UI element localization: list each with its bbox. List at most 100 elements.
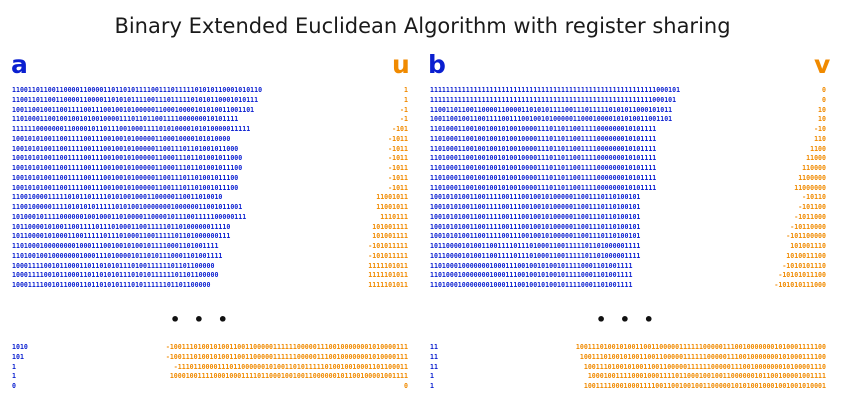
a-value-row: 1011000010100110011110111010001100111110… bbox=[12, 222, 231, 231]
a-value-row: 1011000010100011001111101110100011001111… bbox=[12, 232, 231, 241]
u-value-row: 1 bbox=[404, 95, 408, 104]
u-value-row: -1011 bbox=[388, 164, 408, 172]
u-register-column: 1 1 -1 -1 -101 -1011 -1011 -1011 -1011 -1011 -1011… bbox=[368, 86, 408, 291]
v-value-row: -10 bbox=[814, 125, 826, 133]
b-value-row: 1001010100110011110011100100101000001100… bbox=[430, 222, 641, 231]
a-value-row: 1001010100110011110011100100101000001100… bbox=[12, 134, 231, 143]
b-value-row: 1001010100110011110011100100101000001100… bbox=[430, 193, 641, 202]
a-register-final-column: 1010 101 1 1 0 bbox=[12, 343, 28, 392]
b-value-row: 1011000010100110011110111010001100111110… bbox=[430, 242, 641, 250]
b-value-row: 11 bbox=[430, 343, 438, 351]
b-value-row: 1101000100000001000111001001010010111100… bbox=[430, 281, 633, 289]
b-value-row: 1111111111111111111111111111111111111111… bbox=[430, 95, 677, 104]
v-register-final-column: 1001110100101001100110000011111100000111… bbox=[576, 343, 826, 392]
u-value-row: -1011 bbox=[388, 144, 408, 153]
v-value-row: 1001111000100011110011001001001100000101… bbox=[583, 382, 826, 390]
a-value-row: 1001010100110011110011100100101000001100… bbox=[12, 164, 243, 172]
v-value-row: 0 bbox=[822, 95, 826, 104]
a-value-row: 1 bbox=[12, 362, 16, 371]
a-value-row: 1000111100101100011011010101110100111111… bbox=[12, 261, 215, 270]
ellipsis-right: • • • bbox=[596, 310, 658, 329]
v-value-row: -10101011100 bbox=[778, 271, 826, 280]
b-value-row: 1011000010100110011110111010001100111110… bbox=[430, 251, 641, 260]
a-value-row: 1100100000111101010101111101010010000000… bbox=[12, 203, 243, 211]
a-value-row: 101 bbox=[12, 352, 24, 361]
v-value-row: 10 bbox=[818, 115, 826, 124]
u-value-row: 11001011 bbox=[376, 203, 408, 211]
a-value-row: 1001100100110011110011100100101000001100… bbox=[12, 105, 255, 114]
u-value-row: 0 bbox=[404, 382, 408, 390]
v-value-row: 1100 bbox=[810, 144, 826, 153]
a-value-row: 1100110110011000011000011010101111001110… bbox=[12, 95, 259, 104]
a-value-row: 1111110000000110000101101110010001111010… bbox=[12, 125, 251, 133]
a-value-row: 1101001001000000010001110100001011010111… bbox=[12, 251, 223, 260]
v-value-row: 0 bbox=[822, 86, 826, 94]
b-value-row: 1001010100110011110011100100101000001100… bbox=[430, 232, 641, 241]
b-value-row: 1101000110010010010100100001110110110011… bbox=[430, 183, 657, 192]
v-value-row: -1011000 bbox=[794, 212, 826, 221]
v-value-row: 10 bbox=[818, 105, 826, 114]
a-value-row: 1 bbox=[12, 372, 16, 381]
a-value-row: 1010001011110000001001000110100001100001… bbox=[12, 212, 247, 221]
u-value-row: -1011 bbox=[388, 183, 408, 192]
a-value-row: 1001010100110011110011100100101000001100… bbox=[12, 183, 239, 192]
v-value-row: 11000 bbox=[806, 154, 826, 163]
v-value-row: 1010011100 bbox=[786, 251, 826, 260]
u-value-row: 1111101011 bbox=[368, 281, 408, 289]
v-value-row: 1000100111100010001111011000100100110000… bbox=[587, 372, 826, 381]
v-value-row: -10110 bbox=[802, 193, 826, 202]
diagram-title: Binary Extended Euclidean Algorithm with… bbox=[114, 14, 731, 38]
u-register-final-column: -100111010010100110011000001111110000011… bbox=[166, 343, 408, 392]
a-value-row: 1100100001111101011011110101001000110000… bbox=[12, 193, 223, 202]
a-value-row: 1000111100101100011011010101110101011111… bbox=[12, 271, 219, 280]
a-value-row: 1001010100110011110011100100101000001100… bbox=[12, 154, 243, 163]
b-value-row: 1100110110011000011000011010101111001110… bbox=[430, 105, 673, 114]
u-value-row: 1111101011 bbox=[368, 271, 408, 280]
a-value-row: 1010 bbox=[12, 343, 28, 351]
u-value-row: -1 bbox=[400, 105, 408, 114]
b-value-row: 1 bbox=[430, 372, 434, 381]
v-value-row: -101010111000 bbox=[774, 281, 826, 289]
a-value-row: 1000111100101100011011010101110101111110… bbox=[12, 281, 211, 289]
label-a: a bbox=[11, 50, 28, 79]
u-value-row: 101001111 bbox=[372, 222, 408, 231]
b-value-row: 1001100100110011110011100100101000001100… bbox=[430, 115, 673, 124]
u-value-row: -111011000011101100000010100110101111101… bbox=[173, 362, 408, 371]
u-value-row: 1110111 bbox=[380, 212, 408, 221]
a-value-row: 0 bbox=[12, 382, 16, 390]
label-b: b bbox=[428, 50, 446, 79]
u-value-row: 1000100111100010001111011000100100110000… bbox=[169, 372, 408, 381]
b-value-row: 1001010100110011110011100100101000001100… bbox=[430, 212, 641, 221]
b-register-column: 1111111111111111111111111111111111111111… bbox=[430, 86, 680, 291]
b-value-row: 1101000110010010010100100001110110110011… bbox=[430, 134, 657, 143]
b-value-row: 1111111111111111111111111111111111111111… bbox=[430, 86, 681, 94]
b-register-final-column: 11 11 11 1 1 bbox=[430, 343, 438, 392]
v-value-row: 1100000 bbox=[798, 173, 826, 182]
b-value-row: 11 bbox=[430, 362, 438, 371]
b-value-row: 1101000110010010010100100001110110110011… bbox=[430, 164, 657, 172]
a-value-row: 1100110110011000011000011011010111100111… bbox=[12, 86, 263, 94]
u-value-row: 101001111 bbox=[372, 232, 408, 241]
b-value-row: 1101000110010010010100100001110110110011… bbox=[430, 173, 657, 182]
b-value-row: 1101000110010010010100100001110110110011… bbox=[430, 154, 657, 163]
v-value-row: -10110000 bbox=[790, 222, 826, 231]
b-value-row: 1001010100110011110011100100101000001100… bbox=[430, 203, 641, 211]
ellipsis-left: • • • bbox=[170, 310, 232, 329]
u-value-row: 1 bbox=[404, 86, 408, 94]
b-value-row: 1101000110010010010100100001110110110011… bbox=[430, 144, 657, 153]
a-register-column: 1100110110011000011000011011010111100111… bbox=[12, 86, 262, 291]
v-value-row: 101001110 bbox=[790, 242, 826, 250]
b-value-row: 1101000110010010010100100001110110110011… bbox=[430, 125, 657, 133]
a-value-row: 1001010100110011110011100100101000001100… bbox=[12, 173, 239, 182]
v-value-row: 11000000 bbox=[794, 183, 826, 192]
label-v: v bbox=[814, 50, 831, 79]
u-value-row: -1 bbox=[400, 115, 408, 124]
u-value-row: -101011111 bbox=[368, 251, 408, 260]
v-value-row: 110000 bbox=[802, 164, 826, 172]
u-value-row: -100111010010100110011000001111110000011… bbox=[165, 352, 408, 361]
b-value-row: 11 bbox=[430, 352, 438, 361]
v-value-row: 1001110100101001100110000011111100000111… bbox=[583, 362, 826, 371]
b-value-row: 1101000100000001000111001001010010111100… bbox=[430, 261, 633, 270]
v-value-row: -101100 bbox=[798, 203, 826, 211]
v-value-row: 1001110100101001100110000011111100000111… bbox=[575, 343, 826, 351]
